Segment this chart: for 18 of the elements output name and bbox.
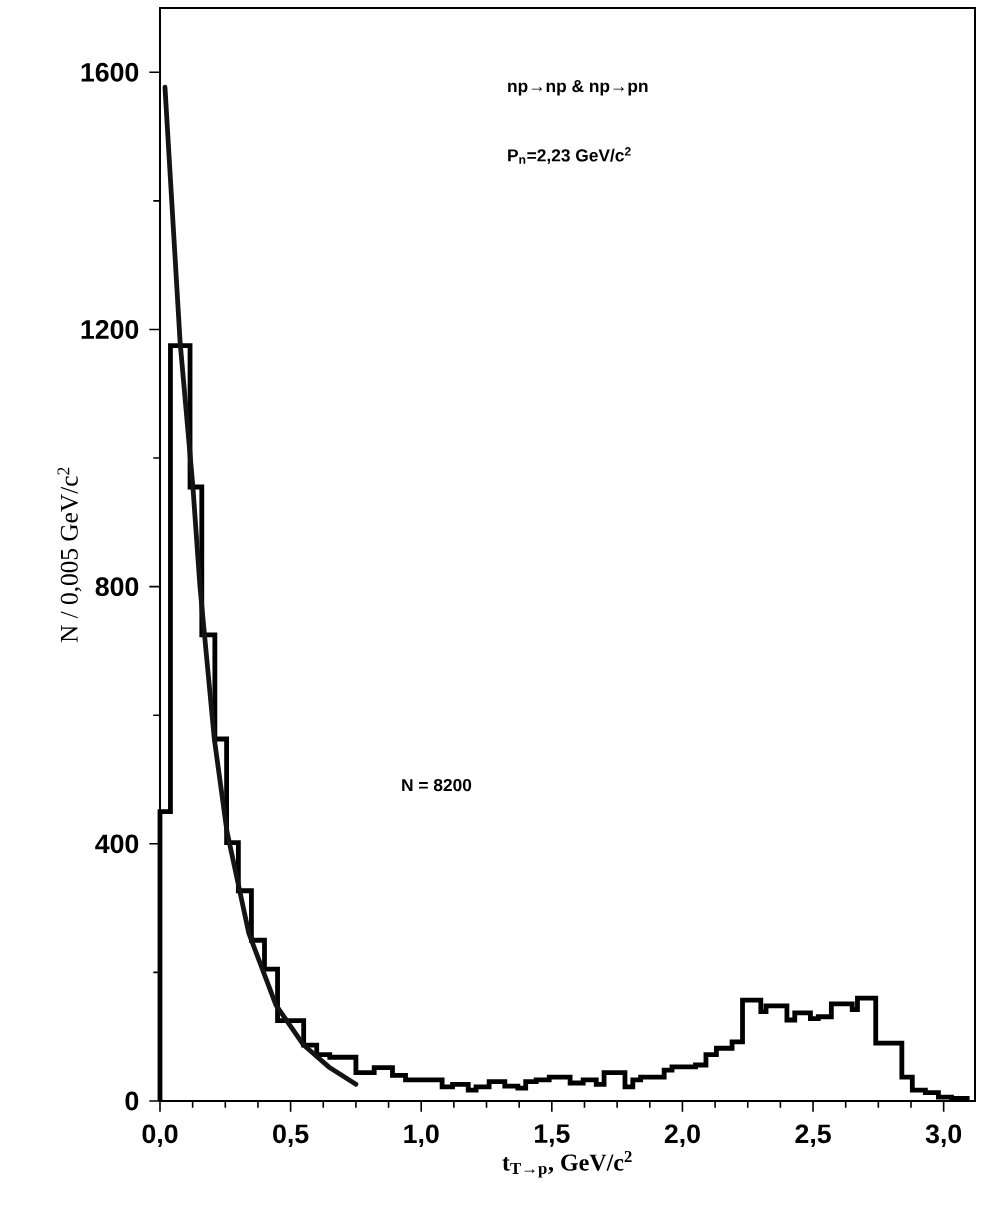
x-tick-label: 3,0 <box>925 1124 962 1148</box>
y-tick-label: 400 <box>95 834 139 854</box>
y-tick-label: 800 <box>95 577 139 597</box>
y-tick-label: 1600 <box>81 62 139 82</box>
annotation: P$_{n}$=2,23 GeV/c$^{2}$ <box>508 147 631 165</box>
y-tick-label: 0 <box>125 1091 139 1111</box>
x-tick-label: 1,0 <box>404 1124 439 1148</box>
x-tick-label: 2,5 <box>795 1124 831 1148</box>
x-axis-title: t$_{T→p}$, GeV/c$^{2}$ <box>502 1150 632 1178</box>
x-tick-label: 1,5 <box>534 1124 570 1147</box>
line-series <box>162 84 359 1087</box>
x-tick-label: 0,5 <box>273 1124 309 1148</box>
annotation: np→np & np→pn <box>508 79 648 96</box>
x-tick-label: 0,0 <box>142 1124 178 1148</box>
y-axis-title: N / 0,005 GeV/c$^{2}$ <box>57 467 82 643</box>
x-tick-label: 2,0 <box>664 1124 700 1148</box>
annotation: N = 8200 <box>402 778 472 792</box>
y-tick-label: 1200 <box>81 320 139 339</box>
